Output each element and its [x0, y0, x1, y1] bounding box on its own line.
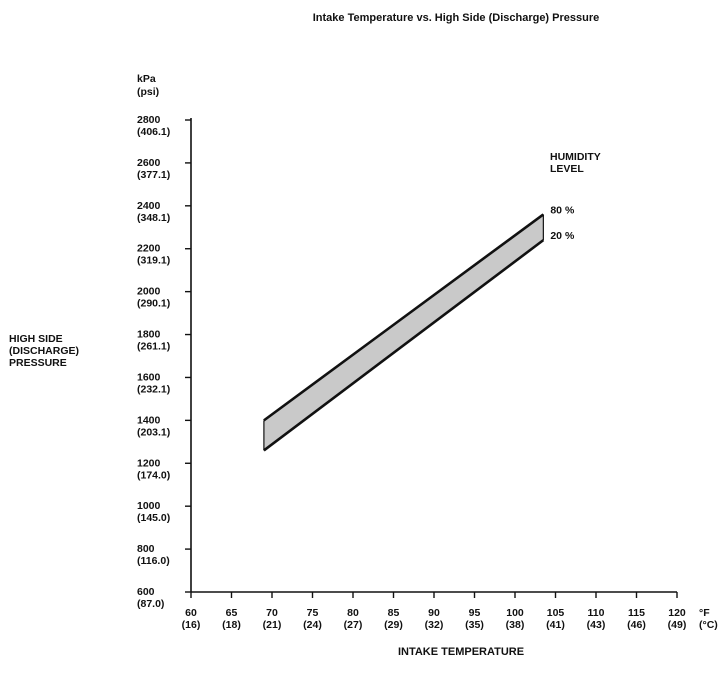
y-tick-label-psi: (116.0): [137, 555, 170, 567]
x-tick-label-f: 90: [428, 607, 440, 619]
x-tick-label-c: (38): [506, 619, 525, 631]
x-tick-label-f: 70: [266, 607, 278, 619]
y-tick-label-psi: (261.1): [137, 341, 170, 353]
series-line-80: [263, 213, 545, 422]
series-label-80: 80 %: [550, 204, 575, 216]
y-tick-label-kpa: 800: [137, 543, 155, 555]
y-tick-label-kpa: 1800: [137, 329, 161, 341]
x-tick-label-f: 100: [506, 607, 524, 619]
y-tick-label-psi: (145.0): [137, 512, 170, 524]
y-tick-label-kpa: 2000: [137, 286, 161, 298]
x-tick-label-c: (43): [587, 619, 606, 631]
y-tick-label-psi: (377.1): [137, 169, 170, 181]
y-tick-label-psi: (232.1): [137, 383, 170, 395]
x-tick-label-f: 105: [547, 607, 565, 619]
y-tick-label-kpa: 2800: [137, 114, 161, 126]
x-tick-label-f: 80: [347, 607, 359, 619]
y-tick-label-psi: (203.1): [137, 426, 170, 438]
y-tick-label-kpa: 600: [137, 586, 155, 598]
y-axis-title-line-1: HIGH SIDE: [9, 333, 63, 345]
x-tick-label-f: 75: [307, 607, 319, 619]
y-axis-title-line-3: PRESSURE: [9, 357, 67, 369]
x-tick-label-f: 65: [226, 607, 238, 619]
y-axis-title-line-2: (DISCHARGE): [9, 345, 79, 357]
y-tick-label-psi: (348.1): [137, 212, 170, 224]
x-tick-label-c: (18): [222, 619, 241, 631]
y-tick-label-kpa: 1400: [137, 414, 161, 426]
x-tick-label-c: (16): [182, 619, 201, 631]
x-tick-label-f: 120: [668, 607, 686, 619]
x-tick-label-c: (27): [344, 619, 363, 631]
x-tick-label-c: (46): [627, 619, 646, 631]
y-ticks: 2800(406.1) 2600(377.1) 2400(348.1) 2200(31…: [137, 114, 191, 610]
x-tick-label-c: (41): [546, 619, 565, 631]
y-tick-label-kpa: 1600: [137, 371, 161, 383]
x-tick-label-f: 60: [185, 607, 197, 619]
y-tick-label-psi: (87.0): [137, 598, 164, 610]
humidity-band-fill: [263, 214, 544, 451]
series-label-20: 20 %: [550, 230, 575, 242]
y-tick-label-psi: (406.1): [137, 126, 170, 138]
y-tick-label-psi: (319.1): [137, 255, 170, 267]
y-tick-label-kpa: 2200: [137, 243, 161, 255]
x-tick-label-f: 85: [388, 607, 400, 619]
x-unit-f: °F: [699, 607, 710, 619]
y-tick-label-psi: (290.1): [137, 298, 170, 310]
x-tick-label-f: 110: [588, 607, 605, 619]
x-tick-label-c: (24): [303, 619, 322, 631]
y-tick-label-kpa: 2600: [137, 157, 161, 169]
humidity-band: [263, 214, 544, 451]
x-tick-label-c: (29): [384, 619, 403, 631]
y-unit-psi: (psi): [137, 86, 159, 98]
legend-title-line-1: HUMIDITY: [550, 151, 601, 163]
series-labels: 80 % 20 %: [550, 204, 575, 242]
x-tick-label-c: (21): [263, 619, 282, 631]
x-tick-label-c: (32): [425, 619, 444, 631]
y-tick-label-kpa: 2400: [137, 200, 161, 212]
y-tick-label-kpa: 1000: [137, 500, 161, 512]
x-tick-label-f: 115: [628, 607, 645, 619]
series-line-20: [263, 239, 545, 452]
x-tick-label-f: 95: [469, 607, 481, 619]
y-tick-label-psi: (174.0): [137, 469, 170, 481]
axes: [190, 118, 677, 593]
x-axis-title: INTAKE TEMPERATURE: [398, 646, 524, 658]
y-axis-title: HIGH SIDE (DISCHARGE) PRESSURE: [9, 333, 79, 369]
x-ticks: 60(16)65(18)70(21)75(24)80(27)85(29)90(3…: [182, 592, 687, 631]
y-tick-label-kpa: 1200: [137, 457, 161, 469]
chart-title: Intake Temperature vs. High Side (Discha…: [313, 12, 600, 24]
series-lines: [263, 213, 545, 452]
y-unit-kpa: kPa: [137, 73, 156, 85]
x-unit-c: (°C): [699, 619, 718, 631]
legend-title-line-2: LEVEL: [550, 163, 584, 175]
x-tick-label-c: (35): [465, 619, 484, 631]
x-tick-label-c: (49): [668, 619, 687, 631]
